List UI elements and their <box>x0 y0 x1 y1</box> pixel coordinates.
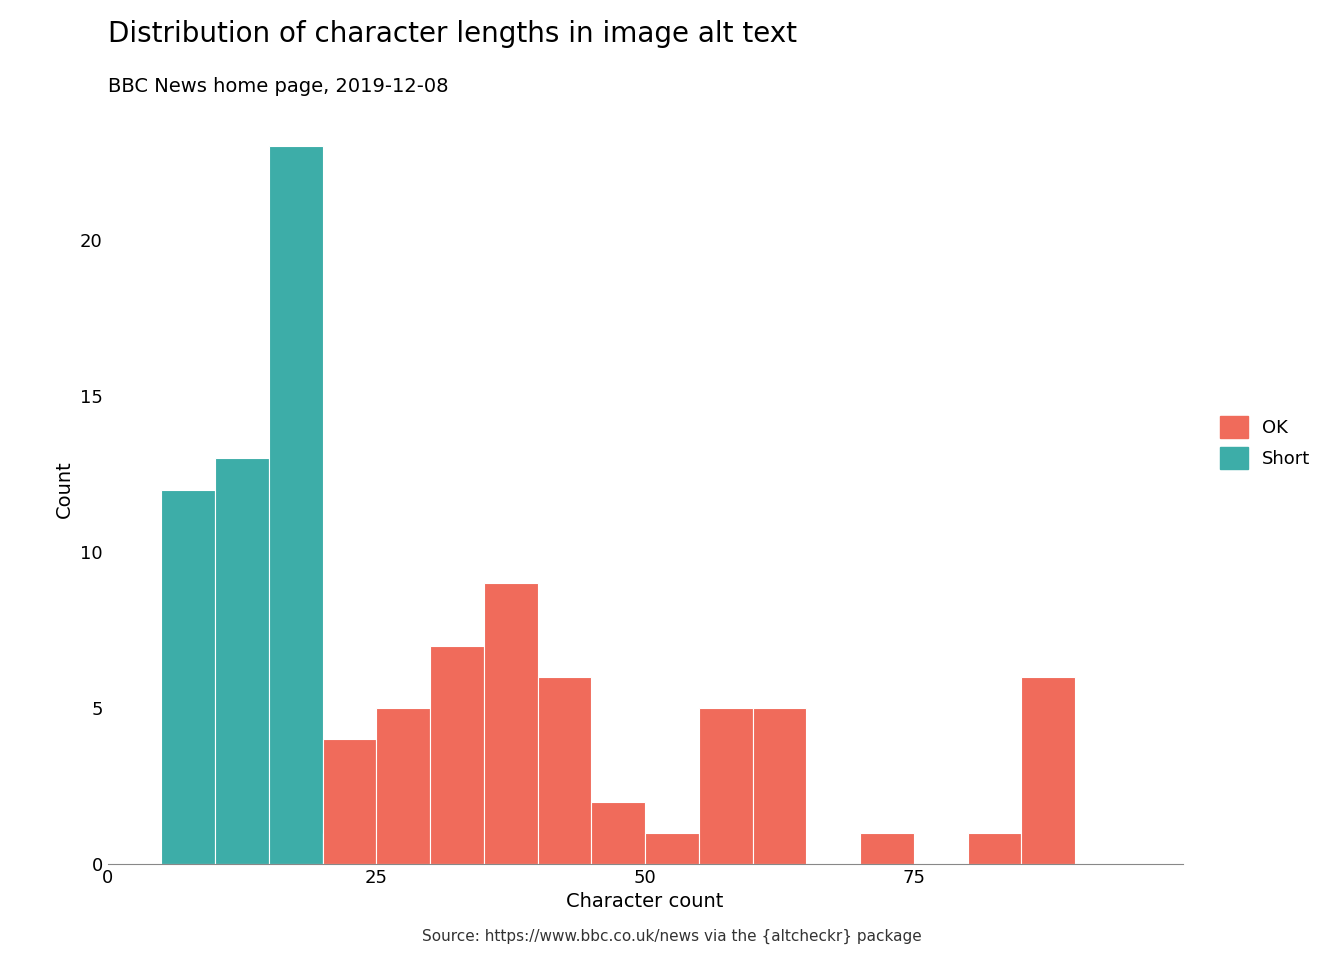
Bar <box>1021 677 1075 864</box>
Bar <box>269 147 323 864</box>
Text: BBC News home page, 2019-12-08: BBC News home page, 2019-12-08 <box>108 77 448 96</box>
X-axis label: Character count: Character count <box>566 893 724 911</box>
Bar <box>591 802 645 864</box>
Bar <box>645 833 699 864</box>
Text: Source: https://www.bbc.co.uk/news via the {altcheckr} package: Source: https://www.bbc.co.uk/news via t… <box>422 929 922 944</box>
Bar <box>484 584 538 864</box>
Bar <box>860 833 914 864</box>
Y-axis label: Count: Count <box>55 461 74 518</box>
Text: Distribution of character lengths in image alt text: Distribution of character lengths in ima… <box>108 20 797 48</box>
Bar <box>215 459 269 864</box>
Legend: OK, Short: OK, Short <box>1214 409 1317 476</box>
Bar <box>323 739 376 864</box>
Bar <box>376 708 430 864</box>
Bar <box>538 677 591 864</box>
Bar <box>430 646 484 864</box>
Bar <box>753 708 806 864</box>
Bar <box>323 833 376 864</box>
Bar <box>699 708 753 864</box>
Bar <box>161 490 215 864</box>
Bar <box>968 833 1021 864</box>
